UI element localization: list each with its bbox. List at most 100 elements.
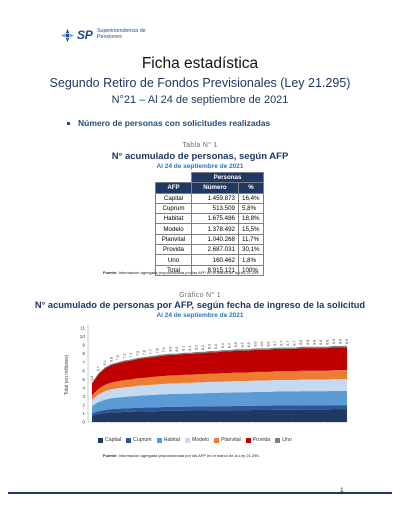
y-tick-label: 7 bbox=[82, 360, 85, 366]
data-label: 8,4 bbox=[227, 343, 231, 348]
data-label: 8,2 bbox=[201, 345, 205, 350]
series-area-cuprum bbox=[92, 405, 347, 416]
legend-item-uno: Uno bbox=[275, 437, 292, 443]
y-tick-label: 6 bbox=[82, 368, 85, 374]
series-area-provida bbox=[92, 347, 347, 396]
afp-cell: Capital bbox=[155, 192, 192, 204]
table-row: Capital 1.459.873 16,4% bbox=[155, 192, 264, 204]
data-label: 7,8 bbox=[155, 348, 159, 353]
superintendencia-logo: SP Superintendencia de Pensiones bbox=[60, 26, 180, 46]
numero-cell: 513.509 bbox=[191, 202, 239, 215]
table-row: Uno 160.462 1,8% bbox=[155, 254, 264, 266]
page-number: 1 bbox=[340, 487, 344, 494]
legend-item-provida: Provida bbox=[245, 437, 270, 443]
legend-swatch bbox=[275, 437, 281, 443]
y-tick-label: 2 bbox=[82, 403, 85, 409]
table-row: Modelo 1.378.492 15,5% bbox=[155, 223, 264, 235]
numero-cell: 1.378.492 bbox=[191, 223, 239, 235]
table-source-text: Información agregada proporcionada por l… bbox=[118, 270, 260, 275]
table-header-numero: Número bbox=[191, 182, 239, 194]
figure-date: Al 24 de septiembre de 2021 bbox=[156, 312, 244, 319]
table-date: Al 24 de septiembre de 2021 bbox=[156, 163, 244, 170]
figure-source: Fuente: Información agregada proporciona… bbox=[103, 453, 260, 458]
data-label: 7,9 bbox=[162, 347, 166, 352]
footer-rule bbox=[8, 492, 392, 494]
y-tick-label: 4 bbox=[82, 385, 85, 391]
pct-cell: 5,8% bbox=[238, 202, 264, 215]
data-label: 8,7 bbox=[286, 341, 290, 346]
y-tick-label: 5 bbox=[82, 377, 85, 383]
table-caption: Tabla N° 1 bbox=[182, 142, 218, 149]
table-source: Fuente: Información agregada proporciona… bbox=[103, 270, 260, 275]
data-label: 8,6 bbox=[267, 342, 271, 347]
afp-cell: Uno bbox=[155, 254, 192, 266]
legend-swatch bbox=[126, 437, 132, 443]
legend-label: Cuprum bbox=[133, 437, 152, 443]
series-area-modelo bbox=[92, 379, 347, 406]
numero-cell: 2.687.031 bbox=[191, 244, 239, 256]
logo-sp: SP bbox=[77, 28, 93, 42]
data-label: 8,0 bbox=[168, 347, 172, 352]
legend-swatch bbox=[245, 437, 251, 443]
data-label: 6,8 bbox=[110, 357, 114, 362]
data-label: 8,9 bbox=[345, 339, 349, 344]
y-tick-label: 10 bbox=[80, 334, 86, 340]
document-subtitle: Segundo Retiro de Fondos Previsionales (… bbox=[49, 76, 351, 90]
table-row: Total 8.915.121 100% bbox=[155, 264, 264, 276]
afp-cell: Modelo bbox=[155, 223, 192, 235]
data-label: 7,5 bbox=[136, 351, 140, 356]
data-label: 8,9 bbox=[338, 339, 342, 344]
pct-cell: 100% bbox=[238, 264, 264, 276]
data-label: 7,7 bbox=[149, 349, 153, 354]
numero-cell: 1.040.268 bbox=[191, 233, 239, 246]
bullet-icon bbox=[67, 122, 70, 126]
data-label: 8,5 bbox=[247, 342, 251, 347]
table-row: Habitat 1.675.486 18,8% bbox=[155, 213, 264, 225]
legend-label: Habitat bbox=[163, 437, 181, 443]
legend-label: Modelo bbox=[192, 437, 210, 443]
afp-cell: Habitat bbox=[155, 213, 192, 225]
data-label: 8,8 bbox=[325, 340, 329, 345]
legend-swatch bbox=[185, 437, 191, 443]
data-label: 8,6 bbox=[260, 342, 264, 347]
afp-cell: Planvital bbox=[155, 233, 192, 246]
pct-cell: 16,4% bbox=[238, 192, 264, 204]
pct-cell: 18,8% bbox=[238, 213, 264, 225]
pct-cell: 30,1% bbox=[238, 244, 264, 256]
legend-swatch bbox=[98, 437, 103, 443]
legend-item-modelo: Modelo bbox=[185, 437, 209, 443]
legend-item-planvital: Planvital bbox=[214, 437, 241, 443]
figure-caption: Gráfico N° 1 bbox=[179, 292, 221, 299]
logo-mark-icon bbox=[60, 28, 75, 43]
data-label: 8,4 bbox=[221, 343, 225, 348]
data-label: 8,8 bbox=[319, 340, 323, 345]
data-label: 8,3 bbox=[208, 344, 212, 349]
logo-org-line-1: Superintendencia de bbox=[97, 28, 146, 34]
data-label: 8,0 bbox=[175, 347, 179, 352]
logo-org-name: Superintendencia de Pensiones bbox=[97, 28, 146, 40]
afp-table: Personas AFP Número % Capital 1.459.873 16… bbox=[155, 171, 264, 276]
legend-swatch bbox=[156, 437, 162, 443]
legend-item-habitat: Habitat bbox=[156, 437, 181, 443]
data-label: 7,3 bbox=[129, 353, 133, 358]
figure-source-text: Información agregada proporcionada por l… bbox=[118, 453, 260, 458]
data-label: 8,2 bbox=[195, 345, 199, 350]
pct-cell: 1,8% bbox=[238, 254, 264, 266]
data-label: 7,2 bbox=[123, 353, 127, 358]
figure-source-label: Fuente: bbox=[103, 453, 118, 458]
data-label: 6,4 bbox=[103, 360, 107, 365]
y-tick-label: 3 bbox=[82, 394, 85, 400]
table-source-label: Fuente: bbox=[103, 270, 118, 275]
y-tick-label: 1 bbox=[82, 411, 85, 417]
table-header-afp: AFP bbox=[155, 182, 192, 194]
data-label: 8,6 bbox=[253, 342, 257, 347]
data-label: 8,7 bbox=[293, 341, 297, 346]
section-heading-text: Número de personas con solicitudes reali… bbox=[78, 118, 271, 128]
table-group-header: Personas bbox=[191, 171, 264, 184]
series-area-habitat bbox=[92, 390, 347, 414]
afp-cell: Cuprum bbox=[155, 202, 192, 215]
numero-cell: 1.675.486 bbox=[191, 213, 239, 225]
data-label: 8,9 bbox=[332, 339, 336, 344]
data-label: 8,1 bbox=[182, 346, 186, 351]
legend-item-capital: Capital bbox=[98, 437, 121, 443]
